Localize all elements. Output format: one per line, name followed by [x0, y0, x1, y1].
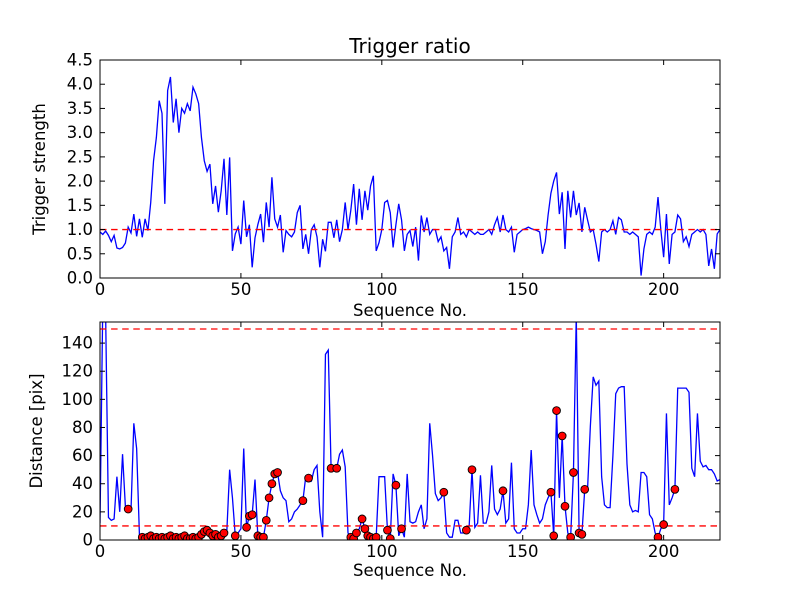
y-tick-label: 60	[72, 446, 93, 465]
scatter-point	[566, 532, 575, 540]
scatter-point	[577, 530, 587, 539]
scatter-point	[549, 531, 559, 540]
scatter-point	[385, 534, 395, 540]
y-tick-label: 20	[72, 502, 93, 521]
chart-title: Trigger ratio	[348, 34, 470, 58]
axes0-frame	[99, 59, 721, 279]
scatter-point	[304, 473, 313, 483]
scatter-point	[397, 524, 406, 534]
x-tick-label: 200	[648, 542, 680, 561]
y-tick-label: 140	[62, 334, 94, 353]
x-tick-label: 100	[366, 280, 398, 299]
scatter-point	[357, 514, 367, 524]
scatter-point	[247, 510, 257, 520]
bottom-xaxis-label: Sequence No.	[353, 561, 467, 580]
x-tick-label: 50	[230, 280, 251, 299]
y-tick-label: 120	[62, 362, 94, 381]
scatter-point	[352, 528, 361, 538]
x-tick-label: 0	[95, 280, 106, 299]
y-tick-label: 0	[83, 531, 94, 550]
y-tick-label: 1.0	[67, 220, 93, 239]
scatter-point	[259, 532, 268, 540]
x-tick-label: 200	[648, 280, 680, 299]
y-tick-label: 100	[62, 390, 94, 409]
scatter-point	[552, 406, 561, 415]
scatter-point	[230, 531, 240, 540]
scatter-point	[219, 528, 229, 538]
axes1-frame	[99, 321, 721, 541]
y-tick-label: 0.5	[67, 244, 93, 263]
y-tick-label: 2.5	[67, 147, 93, 166]
scatter-point	[653, 532, 663, 540]
scatter-point	[498, 486, 508, 496]
scatter-point	[123, 504, 133, 514]
y-tick-label: 3.0	[67, 123, 93, 142]
scatter-point	[569, 468, 578, 477]
scatter-point	[580, 485, 590, 494]
scatter-point	[267, 479, 277, 489]
y-tick-label: 4.0	[67, 75, 93, 94]
scatter-point	[383, 525, 392, 535]
scatter-point	[560, 501, 570, 511]
x-tick-label: 100	[366, 542, 398, 561]
scatter-point	[391, 480, 401, 490]
y-tick-label: 80	[72, 418, 93, 437]
axes0-data-line	[100, 76, 720, 276]
y-tick-label: 2.0	[67, 172, 93, 191]
y-tick-label: 40	[72, 474, 93, 493]
y-tick-label: 1.5	[67, 196, 93, 215]
scatter-point	[557, 431, 567, 441]
x-tick-label: 150	[507, 280, 539, 299]
top-yaxis-label: Trigger strength	[30, 103, 49, 236]
top-xaxis-label: Sequence No.	[353, 301, 467, 320]
scatter-point	[467, 465, 477, 475]
scatter-point	[332, 463, 342, 473]
x-tick-label: 50	[230, 542, 251, 561]
scatter-point	[462, 525, 471, 535]
scatter-point	[371, 532, 381, 540]
bottom-yaxis-label: Distance [pix]	[27, 373, 46, 488]
scatter-point	[261, 515, 271, 525]
y-tick-label: 0.0	[67, 269, 93, 288]
y-tick-label: 3.5	[67, 99, 93, 118]
scatter-point	[264, 493, 274, 503]
scatter-point	[439, 487, 449, 497]
scatter-point	[670, 485, 680, 494]
scatter-point	[659, 520, 668, 529]
scatter-point	[546, 487, 556, 497]
plot-layer: 0 50 100 150 2000.00.51.01.52.02.53.03.54.04…	[62, 51, 721, 561]
scatter-point	[298, 496, 308, 505]
scatter-point	[242, 522, 251, 532]
axes1-data-line	[100, 322, 720, 540]
x-tick-label: 0	[95, 542, 106, 561]
x-tick-label: 150	[507, 542, 539, 561]
scatter-point	[273, 468, 282, 477]
y-tick-label: 4.5	[67, 51, 93, 70]
